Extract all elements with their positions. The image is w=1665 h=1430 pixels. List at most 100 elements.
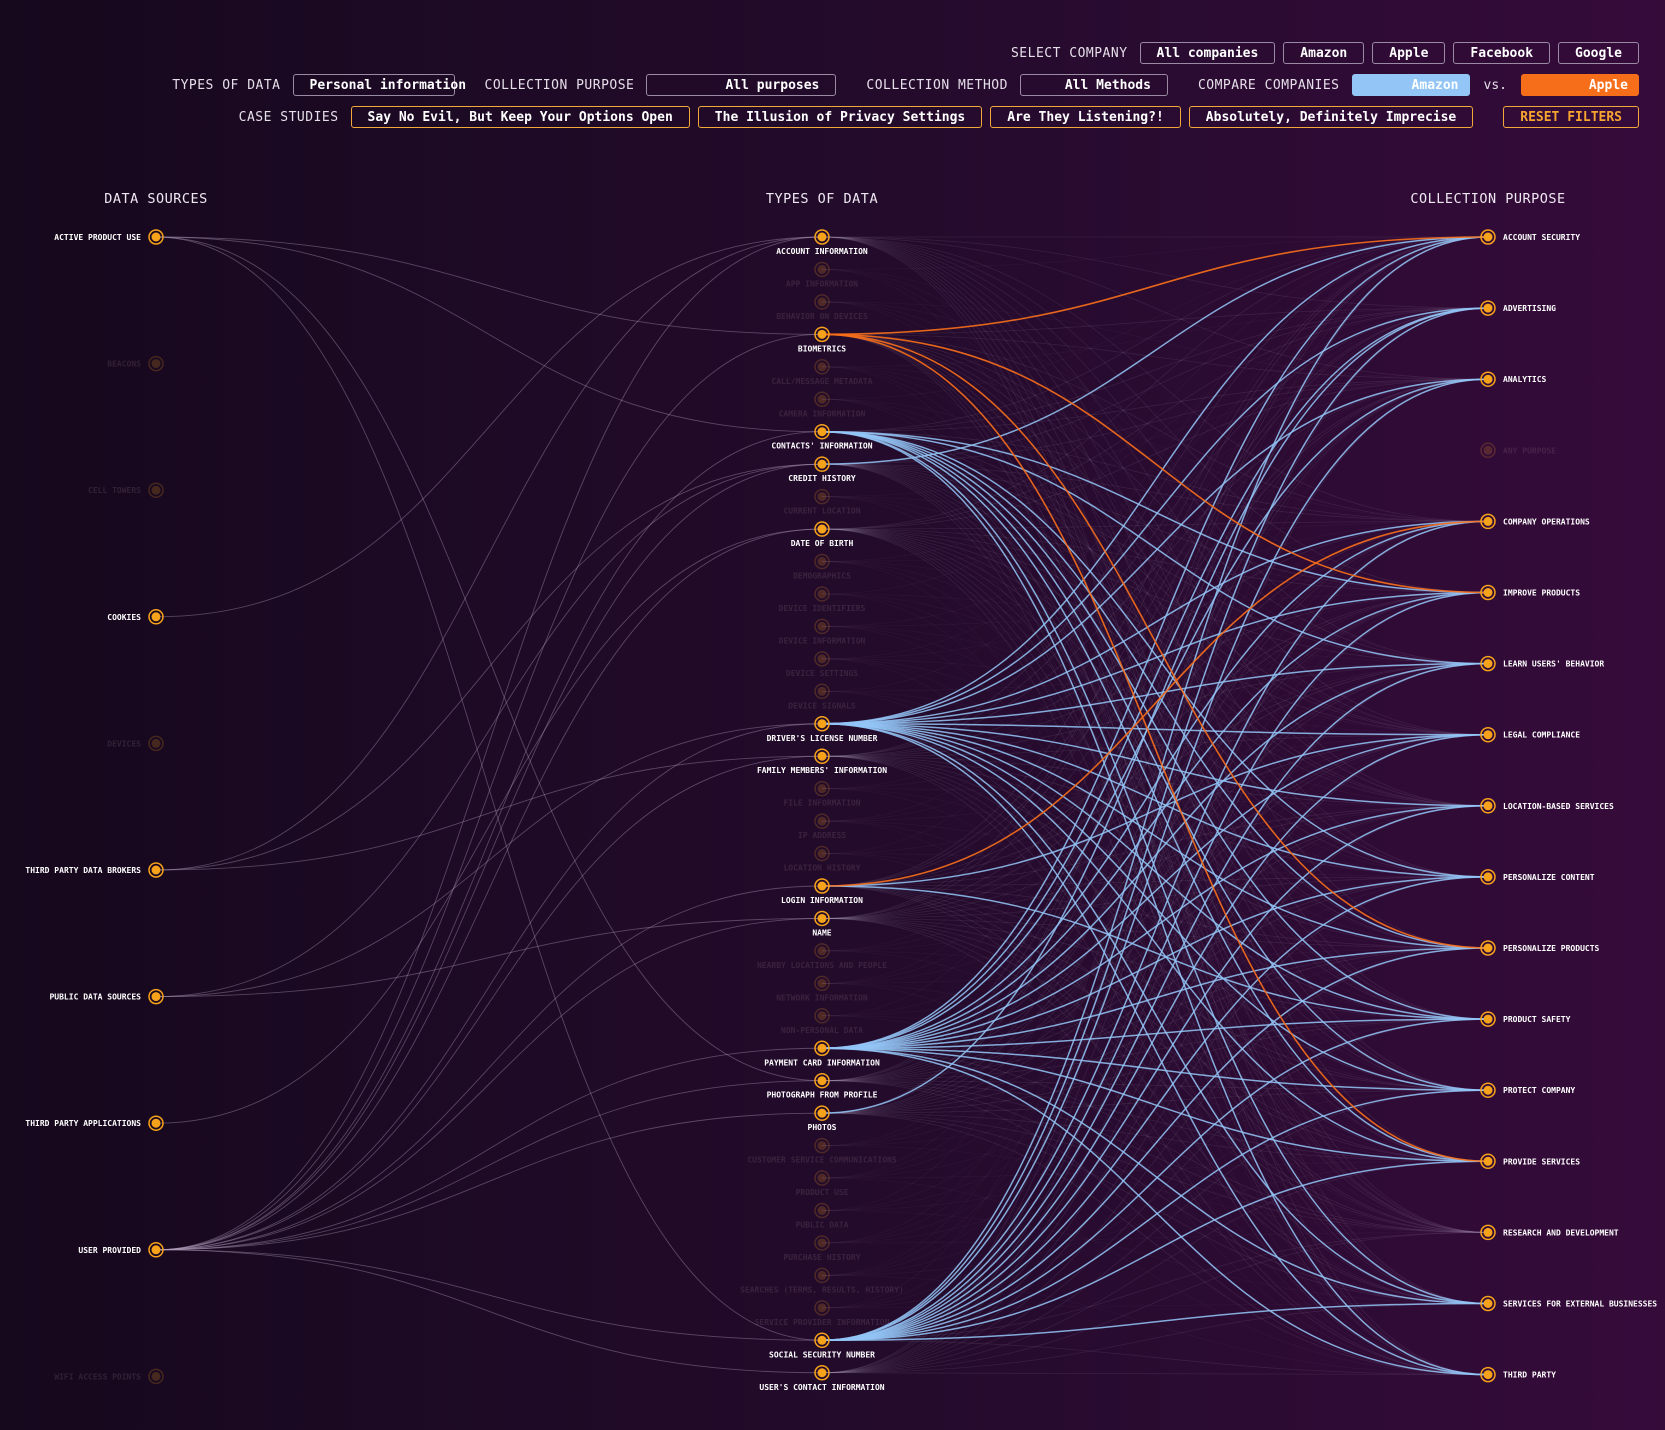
purpose-node-location-based-services[interactable]: LOCATION-BASED SERVICES [1480, 798, 1614, 814]
type-node-payment-card-information[interactable]: PAYMENT CARD INFORMATION [764, 1040, 880, 1067]
type-node-credit-history[interactable]: CREDIT HISTORY [788, 456, 856, 483]
node-ring [814, 651, 830, 667]
company-all-button[interactable]: All companies [1139, 42, 1276, 64]
faint-link [821, 521, 1489, 919]
source-label: BEACONS [107, 360, 141, 369]
type-node-biometrics[interactable]: BIOMETRICS [798, 326, 846, 353]
purpose-node-improve-products[interactable]: IMPROVE PRODUCTS [1480, 584, 1580, 601]
faint-link [821, 528, 1489, 949]
type-node-purchase-history[interactable]: PURCHASE HISTORY [783, 1235, 861, 1262]
type-node-non-personal-data[interactable]: NON-PERSONAL DATA [781, 1008, 863, 1035]
type-node-device-signals[interactable]: DEVICE SIGNALS [788, 683, 856, 710]
type-node-device-information[interactable]: DEVICE INFORMATION [779, 618, 866, 645]
type-node-photos[interactable]: PHOTOS [808, 1105, 837, 1132]
purpose-node-protect-company[interactable]: PROTECT COMPANY [1480, 1082, 1575, 1098]
type-node-account-information[interactable]: ACCOUNT INFORMATION [776, 229, 868, 256]
type-node-current-location[interactable]: CURRENT LOCATION [783, 488, 861, 516]
type-node-camera-information[interactable]: CAMERA INFORMATION [779, 391, 866, 418]
source-node-wifi-access-points[interactable]: WIFI ACCESS POINTS [54, 1368, 164, 1385]
type-node-social-security-number[interactable]: SOCIAL SECURITY NUMBER [769, 1332, 875, 1359]
type-node-call-message-metadata[interactable]: CALL/MESSAGE METADATA [771, 359, 873, 386]
purpose-node-account-security[interactable]: ACCOUNT SECURITY [1480, 229, 1580, 245]
purpose-node-product-safety[interactable]: PRODUCT SAFETY [1480, 1011, 1571, 1027]
node-dot [817, 881, 827, 891]
type-node-name[interactable]: NAME [812, 910, 832, 937]
type-node-contacts-information[interactable]: CONTACTS' INFORMATION [771, 423, 873, 451]
case-study-button[interactable]: Say No Evil, But Keep Your Options Open [350, 106, 690, 128]
company-a-link [821, 378, 1489, 725]
collection-purpose-select[interactable]: All purposes [646, 74, 837, 96]
node-dot [817, 1335, 827, 1345]
purpose-node-legal-compliance[interactable]: LEGAL COMPLIANCE [1480, 726, 1580, 743]
type-node-file-information[interactable]: FILE INFORMATION [783, 780, 861, 808]
purpose-node-personalize-content[interactable]: PERSONALIZE CONTENT [1480, 869, 1595, 885]
purpose-node-third-party[interactable]: THIRD PARTY [1480, 1366, 1556, 1383]
source-node-third-party-data-brokers[interactable]: THIRD PARTY DATA BROKERS [25, 862, 164, 878]
type-node-device-settings[interactable]: DEVICE SETTINGS [786, 651, 858, 678]
source-node-cookies[interactable]: COOKIES [107, 609, 164, 625]
company-google-button[interactable]: Google [1558, 42, 1639, 64]
purpose-node-learn-users-behavior[interactable]: LEARN USERS' BEHAVIOR [1480, 655, 1604, 672]
source-link [155, 333, 823, 1251]
type-node-app-information[interactable]: APP INFORMATION [786, 261, 858, 288]
purpose-node-services-for-external-businesses[interactable]: SERVICES FOR EXTERNAL BUSINESSES [1480, 1295, 1657, 1312]
source-node-third-party-applications[interactable]: THIRD PARTY APPLICATIONS [25, 1115, 164, 1131]
purpose-node-company-operations[interactable]: COMPANY OPERATIONS [1480, 513, 1590, 530]
type-node-searches-terms-results-history[interactable]: SEARCHES (TERMS, RESULTS, HISTORY) [740, 1267, 904, 1294]
types-of-data-select[interactable]: Personal information [292, 74, 466, 96]
compare-company-a-select[interactable]: Amazon [1351, 74, 1470, 96]
source-node-cell-towers[interactable]: CELL TOWERS [88, 482, 164, 498]
faint-link [821, 378, 1489, 497]
type-node-nearby-locations-and-people[interactable]: NEARBY LOCATIONS AND PEOPLE [757, 943, 887, 970]
node-ring [1480, 726, 1496, 743]
node-ring [1480, 1224, 1496, 1241]
faint-link [821, 592, 1489, 627]
purpose-node-analytics[interactable]: ANALYTICS [1480, 371, 1547, 387]
type-node-date-of-birth[interactable]: DATE OF BIRTH [791, 521, 854, 548]
type-node-location-history[interactable]: LOCATION HISTORY [783, 845, 861, 873]
source-link [155, 236, 823, 1082]
type-node-product-use[interactable]: PRODUCT USE [796, 1170, 849, 1197]
type-node-family-members-information[interactable]: FAMILY MEMBERS' INFORMATION [757, 748, 887, 775]
purpose-node-provide-services[interactable]: PROVIDE SERVICES [1480, 1153, 1580, 1170]
case-study-button[interactable]: Are They Listening?! [990, 106, 1181, 128]
node-dot [1483, 1014, 1493, 1024]
reset-filters-button[interactable]: RESET FILTERS [1503, 106, 1639, 128]
collection-method-select[interactable]: All Methods [1019, 74, 1168, 96]
purpose-node-any-purpose[interactable]: ANY PURPOSE [1480, 442, 1556, 459]
node-ring [1480, 1153, 1496, 1170]
purpose-node-personalize-products[interactable]: PERSONALIZE PRODUCTS [1480, 940, 1600, 956]
faint-link [821, 853, 1489, 1091]
case-study-button[interactable]: Absolutely, Definitely Imprecise [1188, 106, 1474, 128]
company-facebook-button[interactable]: Facebook [1453, 42, 1551, 64]
type-node-login-information[interactable]: LOGIN INFORMATION [781, 878, 863, 905]
purpose-node-research-and-development[interactable]: RESEARCH AND DEVELOPMENT [1480, 1224, 1619, 1241]
compare-company-b-select[interactable]: Apple [1521, 74, 1639, 96]
type-node-photograph-from-profile[interactable]: PHOTOGRAPH FROM PROFILE [767, 1072, 878, 1100]
type-node-customer-service-communications[interactable]: CUSTOMER SERVICE COMMUNICATIONS [747, 1137, 897, 1165]
type-node-network-information[interactable]: NETWORK INFORMATION [776, 975, 868, 1002]
purpose-node-advertising[interactable]: ADVERTISING [1480, 300, 1556, 316]
type-node-user-s-contact-information[interactable]: USER'S CONTACT INFORMATION [759, 1365, 885, 1392]
case-study-button[interactable]: The Illusion of Privacy Settings [697, 106, 983, 128]
type-node-demographics[interactable]: DEMOGRAPHICS [793, 553, 851, 581]
type-label: SEARCHES (TERMS, RESULTS, HISTORY) [740, 1285, 904, 1294]
faint-link [821, 734, 1489, 1374]
type-node-ip-address[interactable]: IP ADDRESS [798, 813, 846, 840]
source-node-devices[interactable]: DEVICES [107, 735, 164, 752]
faint-link [821, 378, 1489, 919]
company-apple-button[interactable]: Apple [1372, 42, 1446, 64]
source-node-user-provided[interactable]: USER PROVIDED [78, 1242, 164, 1258]
type-node-driver-s-license-number[interactable]: DRIVER'S LICENSE NUMBER [767, 716, 878, 743]
source-node-public-data-sources[interactable]: PUBLIC DATA SOURCES [49, 988, 164, 1005]
type-node-device-identifiers[interactable]: DEVICE IDENTIFIERS [779, 586, 866, 613]
type-node-public-data[interactable]: PUBLIC DATA [796, 1202, 849, 1230]
node-dot [1483, 1085, 1493, 1095]
source-node-beacons[interactable]: BEACONS [107, 355, 164, 372]
type-label: PURCHASE HISTORY [783, 1253, 860, 1262]
type-node-behavior-on-devices[interactable]: BEHAVIOR ON DEVICES [776, 294, 868, 321]
node-dot [817, 1141, 827, 1151]
type-node-service-provider-information[interactable]: SERVICE PROVIDER INFORMATION [755, 1300, 890, 1327]
company-amazon-button[interactable]: Amazon [1283, 42, 1365, 64]
source-node-active-product-use[interactable]: ACTIVE PRODUCT USE [54, 229, 164, 245]
